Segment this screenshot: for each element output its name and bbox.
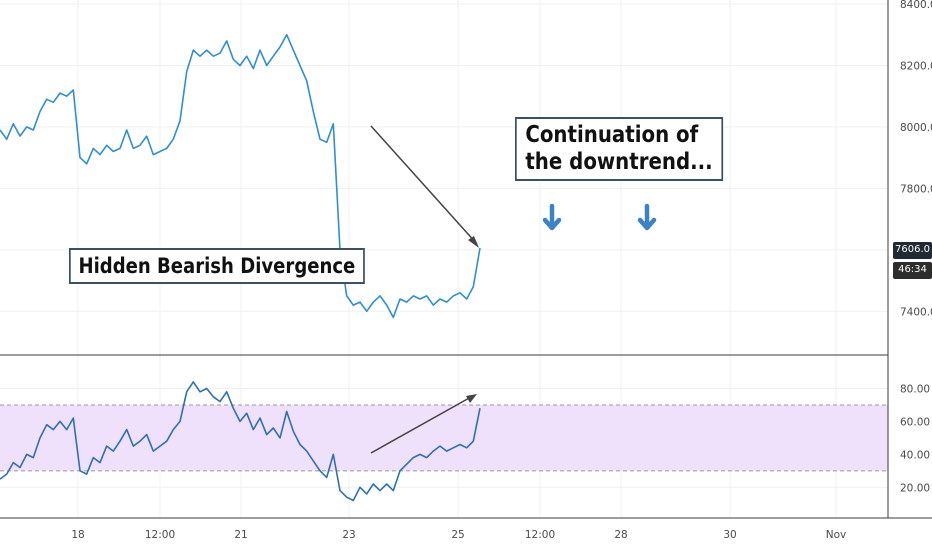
y-tick-label: 8000.0: [900, 122, 932, 134]
oscillator-series-line: [0, 381, 481, 502]
current-price-badge: [893, 242, 932, 259]
down-arrow-icon: [542, 203, 562, 231]
x-tick-label: 12:00: [525, 529, 555, 541]
countdown-label: 46:34: [898, 264, 927, 275]
y-tick-label: 40.00: [900, 449, 930, 461]
annotation-line: the downtrend...: [525, 149, 713, 175]
annotation-text: Hidden Bearish Divergence: [78, 254, 356, 278]
x-tick-label: Nov: [826, 529, 847, 541]
oscillator-y-ticks: 20.00 40.00 60.00 80.00: [900, 383, 930, 494]
oscillator-band: [0, 404, 888, 471]
price-trend-line[interactable]: [370, 125, 479, 248]
x-tick-label: 23: [342, 529, 355, 541]
annotation-line: Continuation of: [525, 122, 699, 148]
x-tick-label: 25: [451, 529, 464, 541]
y-tick-label: 8400.0: [900, 0, 932, 11]
current-price-label: 7606.0: [895, 244, 930, 255]
y-tick-label: 8200.0: [900, 60, 932, 72]
x-tick-label: 12:00: [145, 529, 175, 541]
y-tick-label: 60.00: [900, 416, 930, 428]
y-tick-label: 20.00: [900, 482, 930, 494]
countdown-badge: [893, 262, 932, 279]
oscillator-trend-line[interactable]: [370, 394, 477, 454]
y-tick-label: 7400.0: [900, 306, 932, 318]
x-tick-label: 21: [234, 529, 247, 541]
annotation-continuation[interactable]: Continuation of the downtrend...: [515, 117, 723, 181]
x-axis-ticks: 18 12:00 21 23 25 12:00 28 30 Nov: [71, 529, 846, 541]
x-tick-label: 18: [71, 529, 84, 541]
annotation-text: Continuation of the downtrend...: [525, 122, 712, 176]
down-arrow-icon: [637, 203, 657, 231]
price-series-line: [0, 33, 481, 319]
y-tick-label: 7800.0: [900, 183, 932, 195]
x-tick-label: 28: [614, 529, 627, 541]
y-tick-label: 80.00: [900, 383, 930, 395]
x-tick-label: 30: [723, 529, 736, 541]
annotation-hidden-bearish-divergence[interactable]: Hidden Bearish Divergence: [69, 248, 365, 284]
